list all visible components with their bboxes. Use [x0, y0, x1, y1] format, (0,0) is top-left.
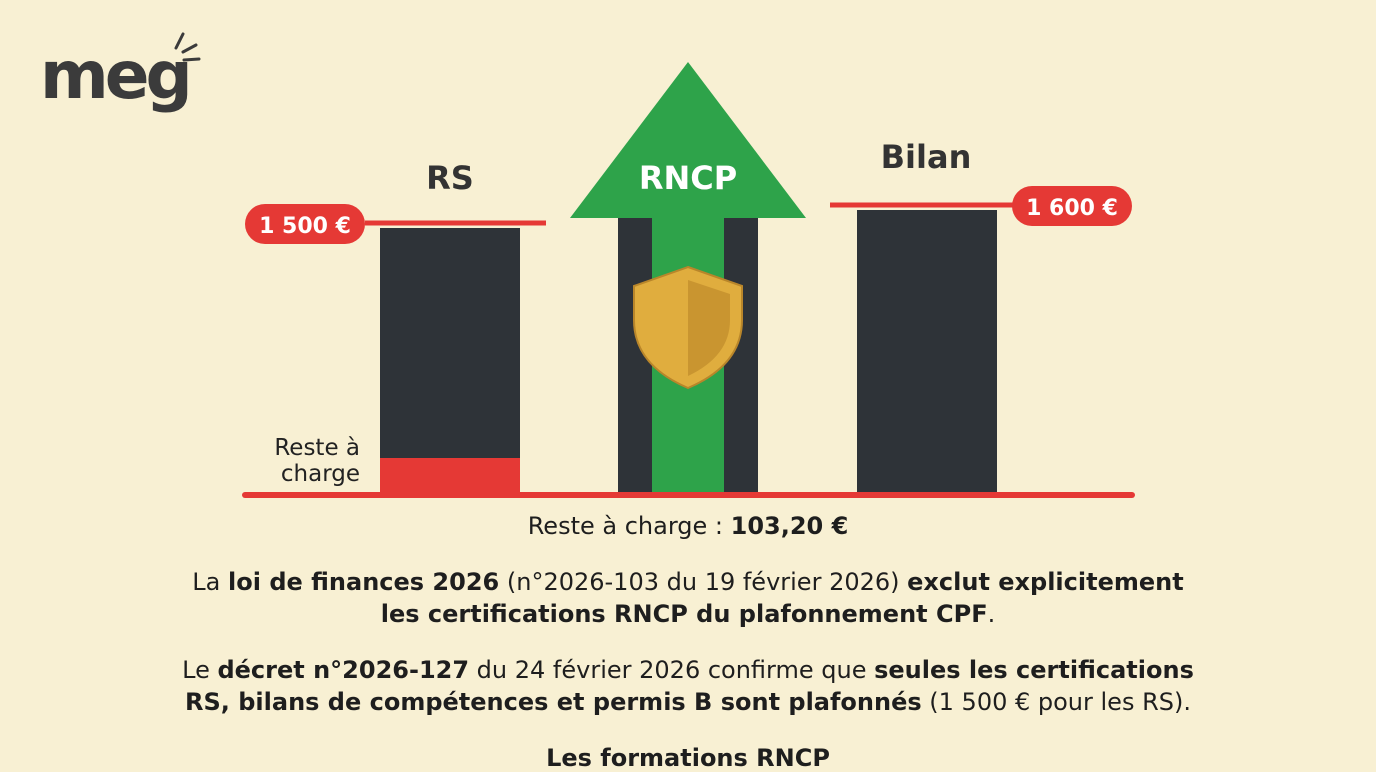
- rs-bar: [380, 228, 520, 494]
- column-label: RNCP: [639, 159, 737, 197]
- text-line: Reste à charge : 103,20 €: [0, 512, 1376, 540]
- text: La: [192, 568, 229, 596]
- text: Reste à charge :: [527, 512, 731, 540]
- text: (n°2026-103 du 19 février 2026): [499, 568, 908, 596]
- bold-text: Les formations RNCP: [546, 744, 830, 772]
- shield-shade: [688, 280, 730, 376]
- remainder-bar: [380, 458, 520, 494]
- bold-text: les certifications RNCP du plafonnement …: [380, 600, 988, 628]
- bilan-bar: [857, 210, 997, 494]
- text-line: RS, bilans de compétences et permis B so…: [0, 688, 1376, 716]
- bold-text: loi de finances 2026: [228, 568, 500, 596]
- remainder-label: Reste à: [274, 435, 360, 461]
- text-line: les certifications RNCP du plafonnement …: [0, 600, 1376, 628]
- bold-text: seules les certifications: [874, 656, 1194, 684]
- text: du 24 février 2026 confirme que: [469, 656, 875, 684]
- bold-text: 103,20 €: [730, 512, 849, 540]
- price-label: 1 600 €: [1026, 196, 1118, 221]
- text: .: [987, 600, 996, 628]
- text-line: Le décret n°2026-127 du 24 février 2026 …: [0, 656, 1376, 684]
- column-label: RS: [426, 159, 474, 197]
- text-line: La loi de finances 2026 (n°2026-103 du 1…: [0, 568, 1376, 596]
- remainder-label: charge: [281, 461, 360, 487]
- text: Le: [182, 656, 218, 684]
- bold-text: décret n°2026-127: [217, 656, 470, 684]
- price-badge: [1012, 186, 1132, 226]
- text-line: Les formations RNCP: [0, 744, 1376, 772]
- text: (1 500 € pour les RS).: [921, 688, 1191, 716]
- bold-text: exclut explicitement: [907, 568, 1184, 596]
- price-badge: [245, 204, 365, 244]
- price-label: 1 500 €: [259, 214, 351, 239]
- logo-spark: [174, 32, 201, 62]
- logo: meg: [40, 37, 189, 114]
- column-label: Bilan: [881, 138, 972, 176]
- arrow-head: [570, 62, 806, 218]
- bold-text: RS, bilans de compétences et permis B so…: [185, 688, 922, 716]
